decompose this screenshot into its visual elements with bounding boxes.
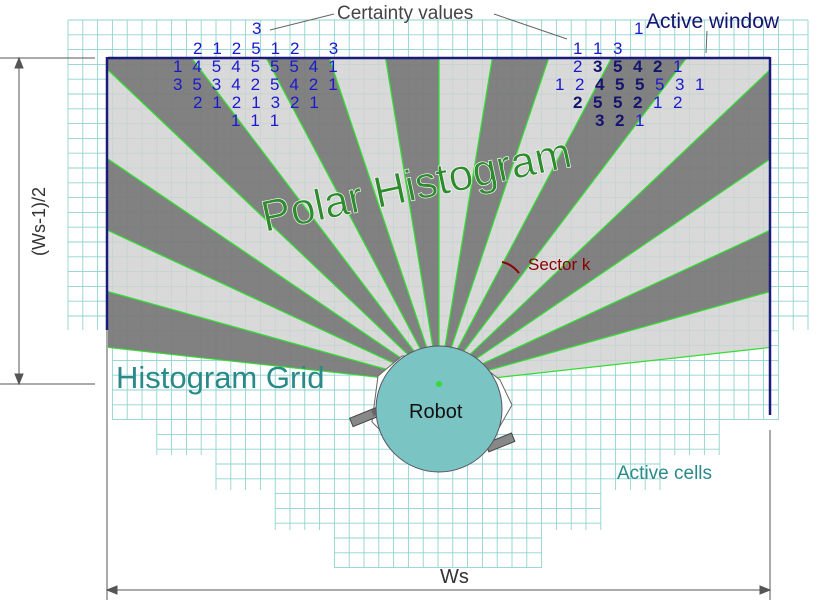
certainty-digit: 2 (573, 93, 582, 112)
certainty-digit: 3 (593, 57, 602, 76)
certainty-digit: 5 (613, 57, 622, 76)
certainty-digit: 3 (252, 19, 261, 38)
window-width-label: Ws (440, 566, 469, 588)
polar-sector (385, 58, 440, 383)
polar-sector (439, 158, 770, 383)
certainty-digit: 5 (613, 93, 622, 112)
certainty-values-left: 2 1 2 5 1 2 31 4 5 4 5 5 5 4 13 5 3 4 2 5 4 2 12 1 2 1 3 2 11 1 13 (173, 19, 338, 130)
certainty-digit: 2 (309, 75, 318, 94)
certainty-digit: 2 (673, 93, 682, 112)
certainty-digit: 1 (212, 93, 221, 112)
certainty-digit: 1 (309, 93, 318, 112)
certainty-digit: 4 (289, 75, 298, 94)
certainty-values-label: Certainty values (337, 3, 473, 24)
certainty-digit: 3 (675, 75, 684, 94)
certainty-digit: 2 (251, 75, 260, 94)
polar-sector (440, 290, 770, 383)
certainty-digit: 5 (251, 57, 260, 76)
polar-sector (328, 58, 440, 383)
polar-sector (190, 58, 440, 383)
certainty-digit: 1 (328, 75, 337, 94)
certainty-digit: 2 (653, 57, 662, 76)
certainty-digit: 2 (232, 93, 241, 112)
certainty-digit: 5 (270, 57, 279, 76)
certainty-digit: 5 (192, 75, 201, 94)
certainty-digit: 2 (193, 39, 202, 58)
active-window-label: Active window (646, 10, 780, 33)
certainty-digit: 2 (193, 93, 202, 112)
certainty-digit: 1 (593, 39, 602, 58)
certainty-digit: 4 (633, 57, 643, 76)
certainty-digit: 3 (212, 75, 221, 94)
active-window-leader-line (705, 30, 708, 54)
certainty-digit: 5 (251, 39, 260, 58)
certainty-digit: 3 (173, 75, 182, 94)
certainty-digit: 5 (615, 75, 624, 94)
certainty-digit: 2 (232, 39, 241, 58)
certainty-digit: 1 (653, 93, 662, 112)
certainty-digit: 4 (231, 75, 240, 94)
polar-sector (108, 58, 439, 383)
certainty-digit: 2 (633, 93, 642, 112)
half-width-dimension (0, 56, 95, 386)
polar-sector (265, 58, 440, 383)
certainty-digit: 5 (593, 93, 602, 112)
certainty-digit: 1 (212, 39, 221, 58)
certainty-digit: 3 (271, 93, 280, 112)
certainty-digit: 5 (289, 57, 298, 76)
active-cells-label: Active cells (617, 463, 712, 484)
robot (349, 345, 516, 473)
certainty-digit: 5 (655, 75, 664, 94)
certainty-digit: 4 (595, 75, 605, 94)
certainty-digit: 1 (635, 111, 644, 130)
certainty-digit: 2 (290, 39, 299, 58)
certainty-digit: 1 (231, 111, 240, 130)
certainty-digit: 4 (231, 57, 240, 76)
robot-body (375, 345, 503, 473)
certainty-digit: 1 (695, 75, 704, 94)
histogram-grid-label: Histogram Grid (116, 360, 324, 395)
certainty-leader-lines (269, 13, 568, 40)
certainty-digit: 5 (635, 75, 644, 94)
certainty-digit: 1 (250, 111, 259, 130)
certainty-values-right: 1 1 32 3 5 4 2 11 2 4 5 5 5 3 12 5 5 2 1 23 2 11 (555, 19, 704, 130)
window-width-dimension (105, 330, 772, 600)
robot-label: Robot (409, 401, 463, 423)
certainty-digit: 1 (634, 19, 643, 38)
certainty-digit: 2 (573, 57, 582, 76)
certainty-digit: 1 (173, 57, 182, 76)
certainty-digit: 2 (290, 93, 299, 112)
certainty-digit: 1 (271, 39, 280, 58)
active-window-frame (105, 56, 772, 415)
certainty-digit: 3 (595, 111, 604, 130)
certainty-digit: 1 (270, 111, 279, 130)
certainty-digit: 5 (270, 75, 279, 94)
certainty-digit: 1 (573, 39, 582, 58)
certainty-digit: 2 (615, 111, 624, 130)
certainty-digit: 5 (212, 57, 221, 76)
half-width-label: (Ws-1)/2 (29, 187, 49, 256)
polar-histogram-sectors (108, 58, 770, 383)
robot-center (436, 381, 442, 387)
polar-sector (439, 69, 770, 383)
polar-sector (439, 229, 770, 383)
certainty-digit: 1 (251, 93, 260, 112)
certainty-digit: 3 (329, 39, 338, 58)
sector-k-arc (501, 261, 520, 274)
certainty-digit: 2 (575, 75, 584, 94)
certainty-digit: 1 (555, 75, 564, 94)
sector-k-label: Sector k (528, 255, 591, 274)
certainty-digit: 3 (613, 39, 622, 58)
certainty-digit: 4 (309, 57, 318, 76)
certainty-digit: 1 (328, 57, 337, 76)
certainty-digit: 1 (673, 57, 682, 76)
certainty-digit: 4 (192, 57, 201, 76)
